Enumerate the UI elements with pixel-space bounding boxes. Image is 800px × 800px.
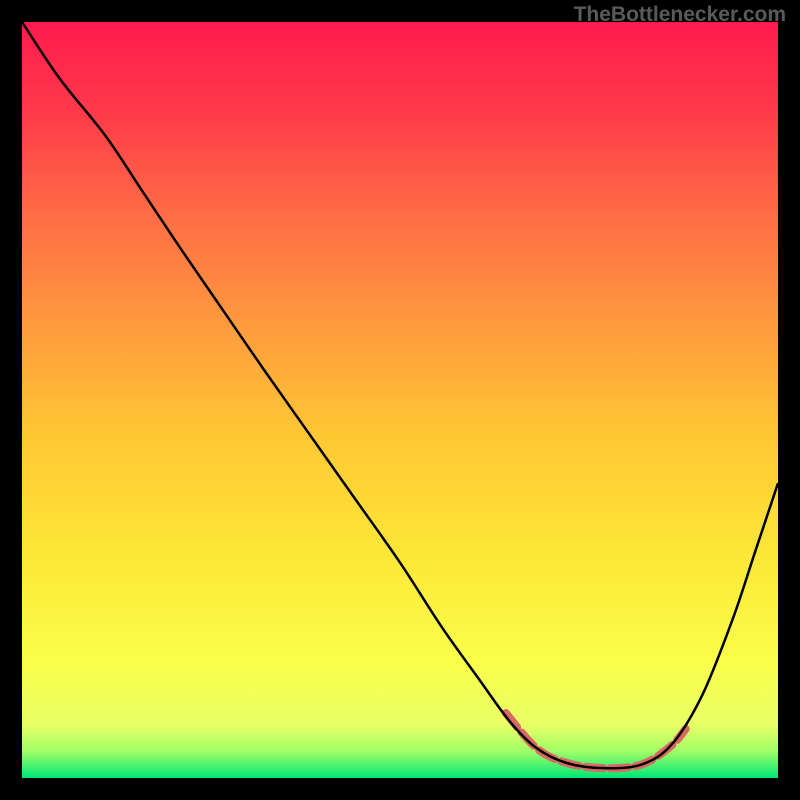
- attribution-text: TheBottlenecker.com: [574, 3, 786, 27]
- valley-highlight: [506, 713, 686, 768]
- main-curve: [22, 22, 778, 768]
- curve-layer: [22, 22, 778, 778]
- plot-area: [22, 22, 778, 778]
- chart-container: TheBottlenecker.com: [0, 0, 800, 800]
